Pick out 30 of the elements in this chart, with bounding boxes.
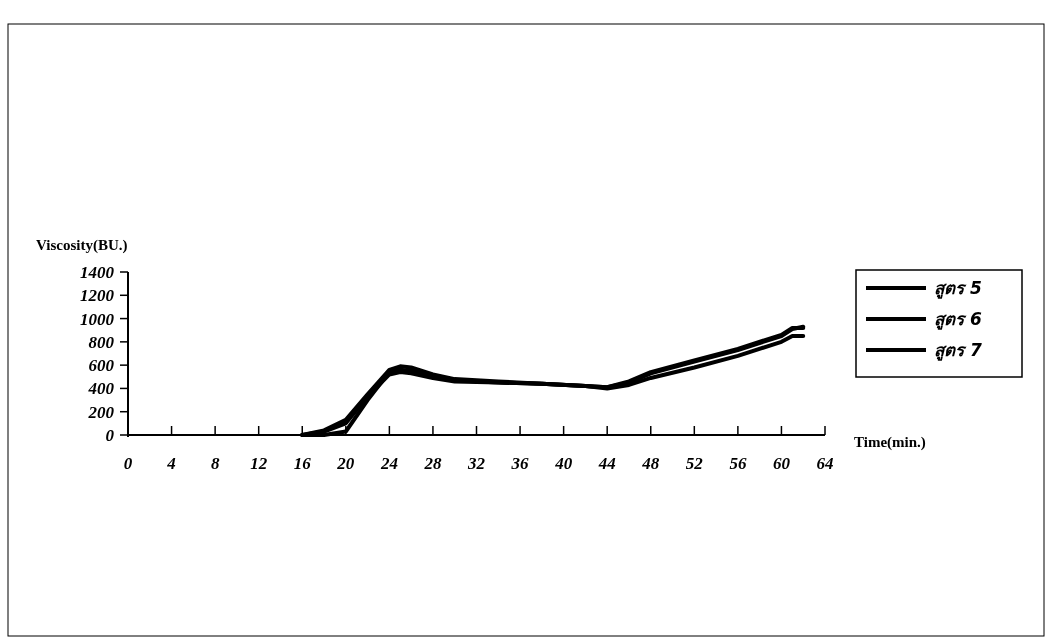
y-tick-label: 800 (88, 332, 115, 352)
y-tick-label: 1200 (80, 286, 115, 306)
x-tick-label: 36 (510, 454, 530, 473)
x-tick-label: 4 (166, 454, 176, 473)
x-tick-label: 20 (336, 454, 355, 473)
x-tick-label: 40 (554, 454, 573, 473)
y-axis-title: Viscosity(BU.) (36, 237, 128, 254)
y-tick-label: 1000 (80, 309, 115, 329)
x-tick-label: 28 (423, 454, 442, 473)
x-tick-label: 0 (123, 454, 133, 473)
legend-label: สูตร 6 (934, 309, 982, 330)
x-tick-label: 48 (641, 454, 660, 473)
y-tick-label: 1400 (80, 263, 115, 282)
x-tick-label: 12 (250, 454, 268, 473)
y-tick-label: 400 (87, 379, 115, 399)
y-tick-label: 0 (105, 426, 115, 445)
x-tick-label: 52 (685, 454, 704, 473)
x-tick-label: 60 (772, 454, 791, 473)
x-tick-label: 64 (816, 454, 834, 473)
x-tick-label: 32 (467, 454, 486, 473)
y-tick-label: 200 (87, 402, 115, 422)
legend-label: สูตร 7 (934, 340, 982, 361)
legend-label: สูตร 5 (934, 278, 982, 299)
x-tick-label: 8 (210, 454, 220, 473)
x-tick-label: 24 (379, 454, 398, 473)
x-tick-label: 56 (729, 454, 747, 473)
x-axis-title: Time(min.) (854, 434, 926, 451)
x-tick-label: 16 (293, 454, 312, 473)
y-tick-label: 600 (88, 356, 115, 376)
x-tick-label: 44 (597, 454, 616, 473)
